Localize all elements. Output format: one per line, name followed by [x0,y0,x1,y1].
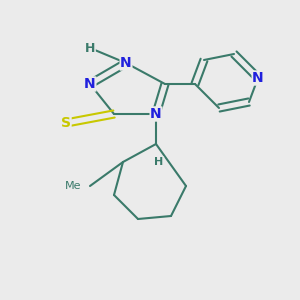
Text: N: N [252,71,264,85]
Text: N: N [120,56,132,70]
Text: H: H [85,41,95,55]
Text: Me: Me [64,181,81,191]
Text: H: H [154,157,164,167]
Text: N: N [84,77,96,91]
Text: N: N [150,107,162,121]
Text: S: S [61,116,71,130]
